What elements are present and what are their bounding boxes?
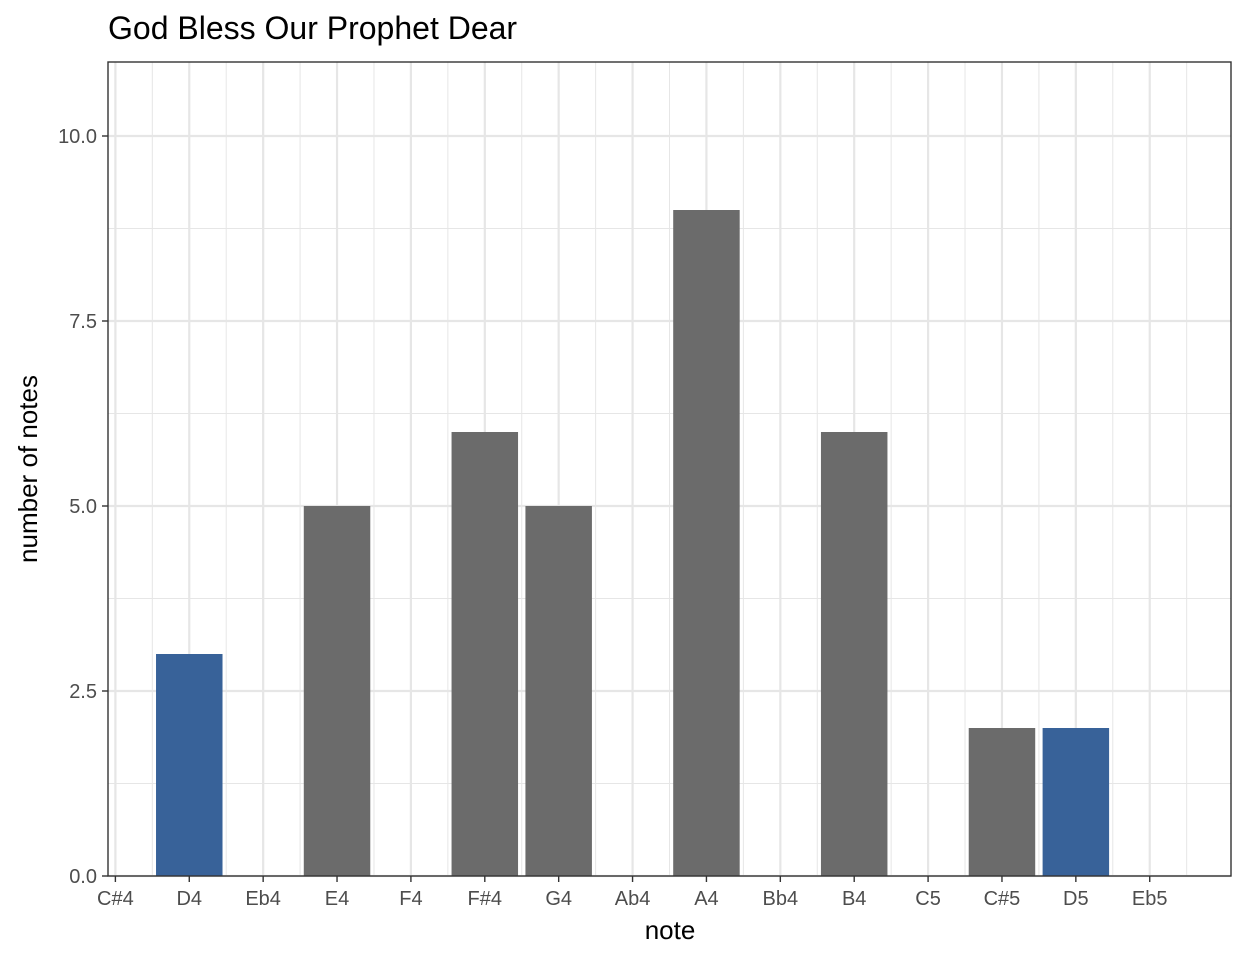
bar-d4 bbox=[156, 654, 223, 876]
x-tick-label: D5 bbox=[1063, 888, 1089, 910]
x-tick-label: G4 bbox=[545, 888, 572, 910]
y-tick-label: 0.0 bbox=[69, 866, 97, 888]
x-tick-label: F#4 bbox=[468, 888, 502, 910]
x-tick-label: C5 bbox=[915, 888, 941, 910]
x-tick-label: Eb4 bbox=[245, 888, 281, 910]
x-tick-label: Bb4 bbox=[763, 888, 799, 910]
y-tick-label: 10.0 bbox=[58, 126, 97, 148]
x-tick-label: D4 bbox=[176, 888, 202, 910]
plot-area: 0.0 2.5 5.0 7.5 10.0 C#4 D4 Eb4 E4 F4 F#4 G4 Ab4 A4 Bb… bbox=[58, 61, 1232, 910]
x-tick-label: A4 bbox=[694, 888, 718, 910]
x-tick-label: C#5 bbox=[984, 888, 1021, 910]
x-tick-label: F4 bbox=[399, 888, 422, 910]
y-tick-label: 5.0 bbox=[69, 496, 97, 518]
plot-border bbox=[107, 61, 1232, 877]
bar-csharp5 bbox=[968, 728, 1036, 876]
x-tick-label: E4 bbox=[325, 888, 349, 910]
bar-e4 bbox=[303, 506, 371, 876]
x-axis-title: note bbox=[645, 915, 696, 945]
chart-title: God Bless Our Prophet Dear bbox=[108, 10, 517, 46]
bar-fsharp4 bbox=[451, 432, 519, 876]
x-tick-label: B4 bbox=[842, 888, 866, 910]
bar-d5 bbox=[1042, 728, 1110, 876]
bar-g4 bbox=[525, 506, 592, 876]
x-tick-label: C#4 bbox=[97, 888, 134, 910]
bar-b4 bbox=[820, 432, 888, 876]
y-axis-title: number of notes bbox=[13, 375, 43, 563]
y-tick-label: 2.5 bbox=[69, 681, 97, 703]
y-tick-label: 7.5 bbox=[69, 311, 97, 333]
x-tick-label: Eb5 bbox=[1132, 888, 1168, 910]
bar-a4 bbox=[673, 210, 740, 876]
x-tick-label: Ab4 bbox=[615, 888, 651, 910]
